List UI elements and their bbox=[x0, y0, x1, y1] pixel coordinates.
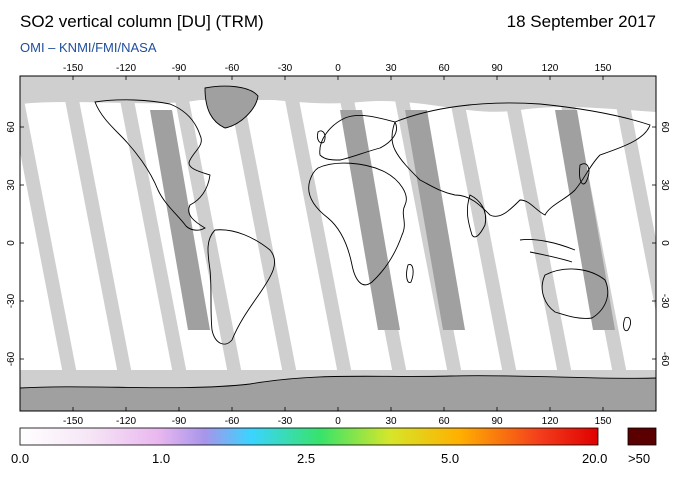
lon-tick-label-bottom: 30 bbox=[385, 416, 397, 427]
antarctica bbox=[20, 375, 656, 411]
orbit-gap-band bbox=[285, 100, 355, 390]
lat-tick-label-left: 30 bbox=[6, 179, 17, 191]
map-title: SO2 vertical column [DU] (TRM) bbox=[20, 12, 264, 31]
data-credit: OMI – KNMI/FMI/NASA bbox=[20, 40, 157, 55]
lat-tick-label-right: -60 bbox=[659, 352, 670, 367]
overpass-swath-band bbox=[150, 110, 210, 330]
lon-tick-label-bottom: -90 bbox=[172, 416, 187, 427]
colorbar-overflow-swatch bbox=[627, 427, 657, 446]
uk-outline bbox=[317, 130, 326, 144]
lon-tick-label-top: 60 bbox=[438, 63, 450, 74]
lon-tick-label-bottom: 120 bbox=[542, 416, 559, 427]
orbit-gap-band bbox=[120, 100, 190, 390]
orbit-gap-band bbox=[450, 100, 520, 390]
indonesia-outline bbox=[519, 239, 576, 263]
lat-tick-label-left: -60 bbox=[6, 351, 17, 366]
overpass-swaths bbox=[150, 110, 615, 330]
colorbar-overflow-label: >50 bbox=[628, 451, 651, 466]
map-date: 18 September 2017 bbox=[506, 12, 656, 31]
colorbar bbox=[19, 427, 599, 446]
colorbar-label-3: 5.0 bbox=[441, 451, 460, 466]
south-america-outline bbox=[207, 229, 275, 345]
colorbar-label-1: 1.0 bbox=[152, 451, 171, 466]
map-layers bbox=[20, 76, 656, 411]
lon-tick-label-top: 120 bbox=[542, 63, 559, 74]
lat-tick-label-right: 0 bbox=[659, 240, 670, 246]
colorbar-label-2: 2.5 bbox=[297, 451, 316, 466]
lat-tick-label-left: -30 bbox=[6, 293, 17, 308]
india-outline bbox=[466, 194, 487, 238]
lon-tick-label-bottom: 0 bbox=[335, 416, 341, 427]
asia-outline bbox=[391, 102, 651, 217]
coastlines bbox=[20, 85, 656, 389]
lon-tick-label-top: -120 bbox=[116, 63, 136, 74]
lat-tick-label-left: 60 bbox=[6, 121, 17, 133]
colorbar-label-0: 0.0 bbox=[11, 451, 30, 466]
australia-outline bbox=[541, 268, 609, 319]
lon-tick-label-bottom: -150 bbox=[63, 416, 83, 427]
lon-tick-label-bottom: -120 bbox=[116, 416, 136, 427]
madagascar-outline bbox=[406, 264, 414, 283]
overpass-swath-band bbox=[405, 110, 465, 330]
lon-tick-label-bottom: -30 bbox=[278, 416, 293, 427]
europe-outline bbox=[319, 115, 397, 161]
lon-tick-label-top: -60 bbox=[225, 63, 240, 74]
axis-ticks: -150 -150 -120 -120 -90 -90 -60 -60 -30 -30 0 0 30 30… bbox=[6, 63, 670, 427]
africa-outline bbox=[308, 162, 407, 286]
lat-tick-label-left: 0 bbox=[6, 240, 17, 246]
orbit-gap-band bbox=[65, 100, 135, 390]
new-zealand-outline bbox=[623, 316, 632, 332]
lon-tick-label-top: 30 bbox=[385, 63, 397, 74]
japan-outline bbox=[579, 163, 590, 185]
lon-tick-label-bottom: 60 bbox=[438, 416, 450, 427]
lat-tick-label-right: 30 bbox=[659, 179, 670, 191]
orbit-gap-band bbox=[175, 100, 245, 390]
colorbar-label-4: 20.0 bbox=[582, 451, 608, 466]
lon-tick-label-top: -90 bbox=[172, 63, 187, 74]
lon-tick-label-top: 150 bbox=[595, 63, 612, 74]
lon-tick-label-bottom: 90 bbox=[491, 416, 503, 427]
lon-tick-label-bottom: -60 bbox=[225, 416, 240, 427]
lon-tick-label-bottom: 150 bbox=[595, 416, 612, 427]
lat-tick-label-right: -30 bbox=[659, 294, 670, 309]
lon-tick-label-top: -150 bbox=[63, 63, 83, 74]
orbit-gap-band bbox=[615, 100, 656, 313]
lat-tick-label-right: 60 bbox=[659, 121, 670, 133]
orbit-gap-band bbox=[230, 100, 300, 390]
lon-tick-label-top: 90 bbox=[491, 63, 503, 74]
north-america-outline bbox=[94, 99, 211, 231]
overpass-swath-band bbox=[340, 110, 400, 330]
antarctica-coast bbox=[20, 375, 656, 389]
lon-tick-label-top: -30 bbox=[278, 63, 293, 74]
greenland-outline bbox=[204, 85, 259, 129]
orbit-gap-band bbox=[505, 100, 575, 390]
lon-tick-label-top: 0 bbox=[335, 63, 341, 74]
orbit-gap-band bbox=[20, 100, 80, 390]
overpass-swath-band bbox=[555, 110, 615, 330]
